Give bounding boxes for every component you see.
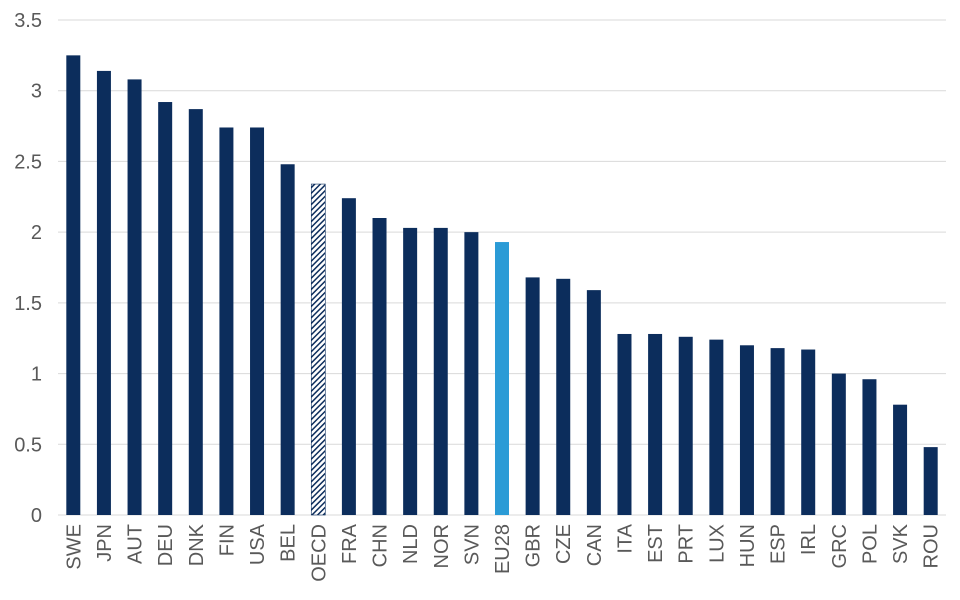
y-axis-tick-labels: 0 0.5 1 1.5 2 2.5 3 3.5 — [14, 10, 42, 527]
bar-grc — [831, 373, 846, 515]
y-tick-label: 3.5 — [14, 10, 42, 32]
x-tick-label: CZE — [553, 524, 575, 564]
bar-pol — [862, 379, 877, 515]
bar-hun — [739, 345, 754, 515]
x-tick-label: USA — [247, 523, 269, 565]
x-tick-label: SVN — [461, 524, 483, 565]
x-tick-label: DEU — [155, 524, 177, 566]
x-tick-label: JPN — [94, 524, 116, 562]
bar-lux — [709, 339, 724, 515]
bar-eu28 — [495, 242, 509, 516]
x-tick-label: GBR — [523, 524, 545, 567]
bar-deu — [158, 102, 173, 516]
y-tick-label: 0.5 — [14, 434, 42, 456]
x-tick-label: NOR — [431, 524, 453, 568]
y-tick-label: 1.5 — [14, 293, 42, 315]
y-tick-label: 2 — [31, 222, 42, 244]
y-tick-label: 1 — [31, 364, 42, 386]
y-tick-label: 0 — [31, 505, 42, 527]
bar-chn — [372, 218, 387, 515]
x-tick-label: NLD — [400, 524, 422, 564]
bar-usa — [250, 127, 265, 515]
x-tick-label: SVK — [890, 523, 912, 564]
bar-swe — [66, 55, 81, 515]
bar-svn — [464, 232, 479, 515]
bar-dnk — [188, 109, 203, 515]
bar-rou — [923, 447, 938, 515]
bar-svk — [893, 404, 908, 515]
bar-prt — [678, 336, 693, 515]
x-tick-label: ROU — [921, 524, 943, 568]
x-tick-label: GRC — [829, 524, 851, 568]
x-tick-label: FRA — [339, 523, 361, 564]
y-tick-label: 3 — [31, 81, 42, 103]
x-tick-label: CHN — [370, 524, 392, 567]
x-tick-label: SWE — [63, 524, 85, 570]
bar-aut — [127, 79, 142, 516]
x-tick-label: POL — [859, 524, 881, 564]
bar-jpn — [96, 70, 111, 516]
bar-ita — [617, 333, 632, 515]
x-tick-label: ESP — [768, 524, 790, 564]
x-tick-label: EU28 — [492, 524, 514, 574]
bar-nld — [403, 227, 418, 515]
bar-bel — [280, 164, 295, 515]
x-tick-label: PRT — [676, 524, 698, 564]
x-tick-label: LUX — [706, 524, 728, 563]
bar-esp — [770, 348, 785, 515]
y-tick-label: 2.5 — [14, 151, 42, 173]
bars — [66, 55, 938, 516]
bar-oecd — [310, 183, 326, 516]
bar-cze — [556, 278, 571, 515]
x-tick-label: IRL — [798, 524, 820, 555]
x-tick-label: EST — [645, 524, 667, 563]
x-tick-label: ITA — [614, 523, 636, 553]
bar-fra — [341, 198, 356, 515]
x-tick-label: FIN — [216, 524, 238, 556]
x-tick-label: BEL — [278, 524, 300, 562]
x-tick-label: DNK — [186, 523, 208, 566]
x-tick-label: AUT — [125, 524, 147, 564]
bar-gbr — [525, 277, 540, 515]
bar-irl — [801, 349, 816, 515]
x-tick-label: CAN — [584, 524, 606, 566]
bar-can — [586, 290, 601, 515]
x-tick-label: HUN — [737, 524, 759, 567]
bar-fin — [219, 127, 234, 515]
bar-est — [648, 333, 663, 515]
bar-nor — [433, 227, 448, 515]
x-tick-label: OECD — [308, 524, 330, 582]
x-axis-category-labels: SWE JPN AUT DEU DNK FIN USA BEL OECD FRA CHN NLD NOR… — [63, 523, 942, 581]
